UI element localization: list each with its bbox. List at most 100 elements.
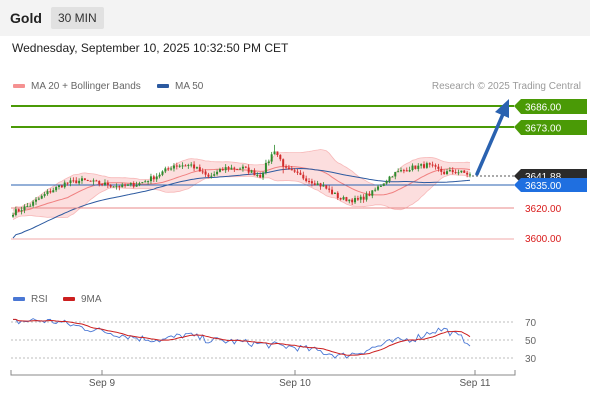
candle-body	[420, 164, 423, 166]
x-label-sep9: Sep 9	[89, 378, 116, 389]
candle-body	[382, 183, 385, 186]
candle-body	[138, 183, 141, 186]
timeframe-badge[interactable]: 30 MIN	[51, 7, 104, 29]
candle-body	[454, 172, 457, 174]
candle-body	[72, 180, 75, 182]
bollinger-upper	[12, 149, 471, 211]
candle-body	[365, 193, 368, 200]
candle-body	[328, 188, 331, 190]
candle-body	[115, 186, 118, 188]
ma20-line	[12, 165, 471, 216]
candle-body	[305, 178, 308, 182]
level-label-3686-text: 3686.00	[525, 103, 562, 114]
candle-body	[342, 197, 345, 200]
candle-body	[49, 191, 52, 193]
candle-body	[469, 174, 471, 176]
candle-body	[152, 176, 155, 180]
candle-body	[400, 170, 403, 172]
candle-body	[362, 196, 365, 200]
candle-body	[448, 170, 451, 172]
candle-body	[184, 165, 187, 167]
candle-body	[359, 196, 362, 200]
candle-body	[161, 171, 164, 175]
candle-body	[463, 170, 466, 173]
candle-body	[276, 151, 279, 155]
candle-body	[178, 165, 181, 167]
candle-body	[126, 184, 129, 186]
candle-body	[333, 192, 336, 194]
candle-body	[394, 171, 397, 177]
candle-body	[408, 170, 411, 172]
legend-rsi-ma-label: 9MA	[81, 294, 102, 305]
candle-body	[55, 187, 58, 191]
candle-body	[207, 174, 210, 177]
rsi-tick-30: 30	[525, 354, 537, 365]
level-label-3686[interactable]: 3686.00	[514, 99, 587, 114]
x-label-sep11: Sep 11	[460, 378, 491, 389]
candle-body	[101, 184, 104, 186]
candle-body	[451, 170, 454, 173]
ma20-swatch-icon	[13, 84, 25, 89]
candle-body	[109, 185, 112, 187]
rsi-ma-line	[13, 318, 471, 356]
level-label-3673[interactable]: 3673.00	[514, 120, 587, 135]
candle-body	[446, 171, 449, 174]
candle-body	[20, 210, 23, 212]
candle-body	[423, 164, 426, 168]
candle-body	[339, 198, 342, 200]
candle-body	[92, 180, 95, 182]
candle-body	[402, 170, 405, 172]
level-label-3673-text: 3673.00	[525, 124, 562, 135]
rsi-ma-swatch-icon	[63, 297, 75, 302]
candle-body	[374, 189, 377, 191]
candle-body	[144, 181, 147, 183]
candle-body	[198, 167, 201, 172]
candle-body	[129, 183, 132, 185]
level-label-3620: 3620.00	[525, 204, 562, 215]
legend-rsi-ma: 9MA	[63, 294, 102, 305]
legend-ma20-label: MA 20 + Bollinger Bands	[31, 81, 141, 92]
candle-body	[405, 170, 408, 172]
candle-body	[164, 168, 167, 172]
candle-body	[273, 151, 276, 155]
candle-body	[63, 182, 66, 188]
candle-body	[250, 170, 253, 173]
candle-body	[57, 185, 60, 188]
candle-body	[354, 198, 357, 203]
candle-body	[149, 176, 152, 182]
candle-body	[241, 166, 244, 169]
level-label-3635[interactable]: 3635.00	[514, 178, 587, 192]
candle-body	[397, 171, 400, 173]
candle-body	[322, 185, 325, 187]
candle-body	[391, 176, 394, 178]
candle-body	[201, 171, 204, 173]
candle-body	[158, 174, 161, 177]
candle-body	[247, 167, 250, 173]
candle-body	[431, 164, 434, 166]
candle-body	[175, 165, 178, 167]
candle-body	[141, 182, 144, 184]
candle-body	[218, 169, 221, 172]
symbol-title: Gold	[10, 10, 42, 26]
candle-body	[112, 186, 115, 188]
candle-body	[319, 183, 322, 187]
candle-body	[172, 165, 175, 169]
candle-body	[17, 209, 20, 212]
candle-body	[60, 185, 63, 188]
candle-body	[98, 180, 101, 185]
chart-header: Gold 30 MIN	[0, 0, 590, 36]
candle-body	[106, 182, 109, 186]
candle-body	[89, 180, 92, 182]
candle-body	[80, 178, 83, 181]
candle-body	[78, 180, 81, 184]
rsi-tick-50: 50	[525, 336, 537, 347]
candle-body	[23, 206, 26, 211]
candle-body	[95, 180, 98, 182]
candle-body	[302, 174, 305, 179]
candle-body	[460, 170, 463, 173]
candle-body	[290, 169, 293, 171]
candle-body	[167, 168, 170, 170]
candle-body	[83, 178, 86, 180]
candle-body	[230, 167, 233, 170]
